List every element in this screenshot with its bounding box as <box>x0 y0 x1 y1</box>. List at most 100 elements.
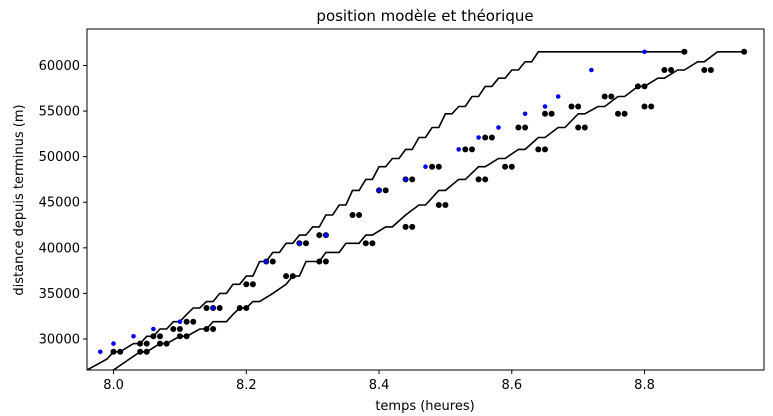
model-point <box>581 124 588 131</box>
model-point <box>143 348 150 355</box>
model-point <box>508 163 515 170</box>
model-point <box>641 103 648 110</box>
model-point <box>522 124 529 131</box>
x-tick-label: 8.6 <box>501 378 522 393</box>
model-point <box>356 212 363 218</box>
model-point <box>362 240 369 247</box>
model-point <box>548 110 555 117</box>
x-tick-label: 8.0 <box>103 378 124 393</box>
model-point <box>382 187 389 194</box>
y-tick-label: 35000 <box>39 287 80 302</box>
model-point <box>615 110 621 117</box>
model-point <box>402 223 409 230</box>
model-point <box>137 348 144 355</box>
model-point <box>176 333 183 340</box>
model-point <box>661 67 668 73</box>
model-point <box>137 340 144 347</box>
model-point <box>701 67 708 73</box>
model-point <box>488 134 495 141</box>
plot-area <box>87 48 748 370</box>
model-point <box>641 83 648 90</box>
series-line-1 <box>107 51 745 370</box>
model-point <box>462 146 469 153</box>
model-point <box>502 163 509 170</box>
model-point <box>117 348 124 355</box>
model-point <box>475 176 482 183</box>
y-tick-label: 30000 <box>39 333 80 348</box>
model-point <box>601 93 608 100</box>
model-point <box>183 318 190 325</box>
model-point <box>409 223 416 230</box>
model-point <box>442 202 449 208</box>
model-point <box>542 146 548 153</box>
model-point <box>409 176 416 183</box>
theoretical-point <box>423 164 428 169</box>
theoretical-point <box>456 147 462 152</box>
model-point <box>482 134 489 141</box>
model-point <box>289 273 296 280</box>
model-point <box>482 176 489 183</box>
model-point <box>163 340 170 347</box>
y-tick-label: 45000 <box>39 196 80 211</box>
model-point <box>157 340 163 347</box>
model-point <box>568 103 575 110</box>
model-point <box>429 163 436 170</box>
model-point <box>469 146 475 153</box>
plot-frame <box>86 28 765 371</box>
theoretical-point <box>376 188 382 193</box>
x-tick-label: 8.8 <box>634 378 655 393</box>
theoretical-point <box>297 241 302 246</box>
model-point <box>236 305 243 311</box>
model-point <box>203 305 210 311</box>
model-point <box>621 110 628 117</box>
model-point <box>316 258 323 265</box>
model-point <box>176 326 183 332</box>
theoretical-point <box>151 326 156 332</box>
theoretical-point <box>210 305 216 311</box>
model-point <box>157 333 163 340</box>
model-point <box>203 326 210 332</box>
model-point <box>150 333 157 340</box>
theoretical-point <box>542 104 548 109</box>
model-point <box>741 48 748 55</box>
model-point <box>243 281 250 288</box>
theoretical-point <box>98 349 103 355</box>
model-point <box>634 83 641 90</box>
model-point <box>183 333 190 340</box>
model-point <box>190 318 197 325</box>
model-point <box>435 202 442 208</box>
model-point <box>648 103 655 110</box>
y-axis-label: distance depuis terminus (m) <box>12 104 27 295</box>
theoretical-point <box>589 67 594 73</box>
model-point <box>707 67 714 73</box>
x-tick-label: 8.2 <box>236 378 257 393</box>
theoretical-point <box>131 334 136 339</box>
model-point <box>249 281 256 288</box>
model-point <box>170 326 177 332</box>
y-tick-label: 50000 <box>39 150 80 165</box>
model-point <box>243 305 250 311</box>
model-point <box>515 124 522 131</box>
model-point <box>316 232 323 239</box>
model-point <box>283 273 290 280</box>
chart-title: position modèle et théorique <box>316 7 533 25</box>
model-point <box>535 146 542 153</box>
theoretical-point <box>476 135 481 140</box>
y-axis: 30000 35000 40000 45000 50000 55000 60000 <box>39 59 87 348</box>
x-axis: 8.0 8.2 8.4 8.6 8.8 <box>103 370 655 393</box>
model-point <box>303 240 309 247</box>
model-point <box>210 326 217 332</box>
theoretical-point <box>323 232 329 238</box>
theoretical-point <box>496 125 501 130</box>
y-tick-label: 60000 <box>39 59 80 74</box>
model-point <box>216 305 223 311</box>
theoretical-point <box>403 177 408 182</box>
model-point <box>435 163 442 170</box>
model-point <box>575 124 582 131</box>
model-point <box>681 48 688 55</box>
theoretical-point <box>111 341 116 346</box>
theoretical-point <box>522 111 528 117</box>
model-point <box>542 110 548 117</box>
x-axis-label: temps (heures) <box>375 399 474 414</box>
